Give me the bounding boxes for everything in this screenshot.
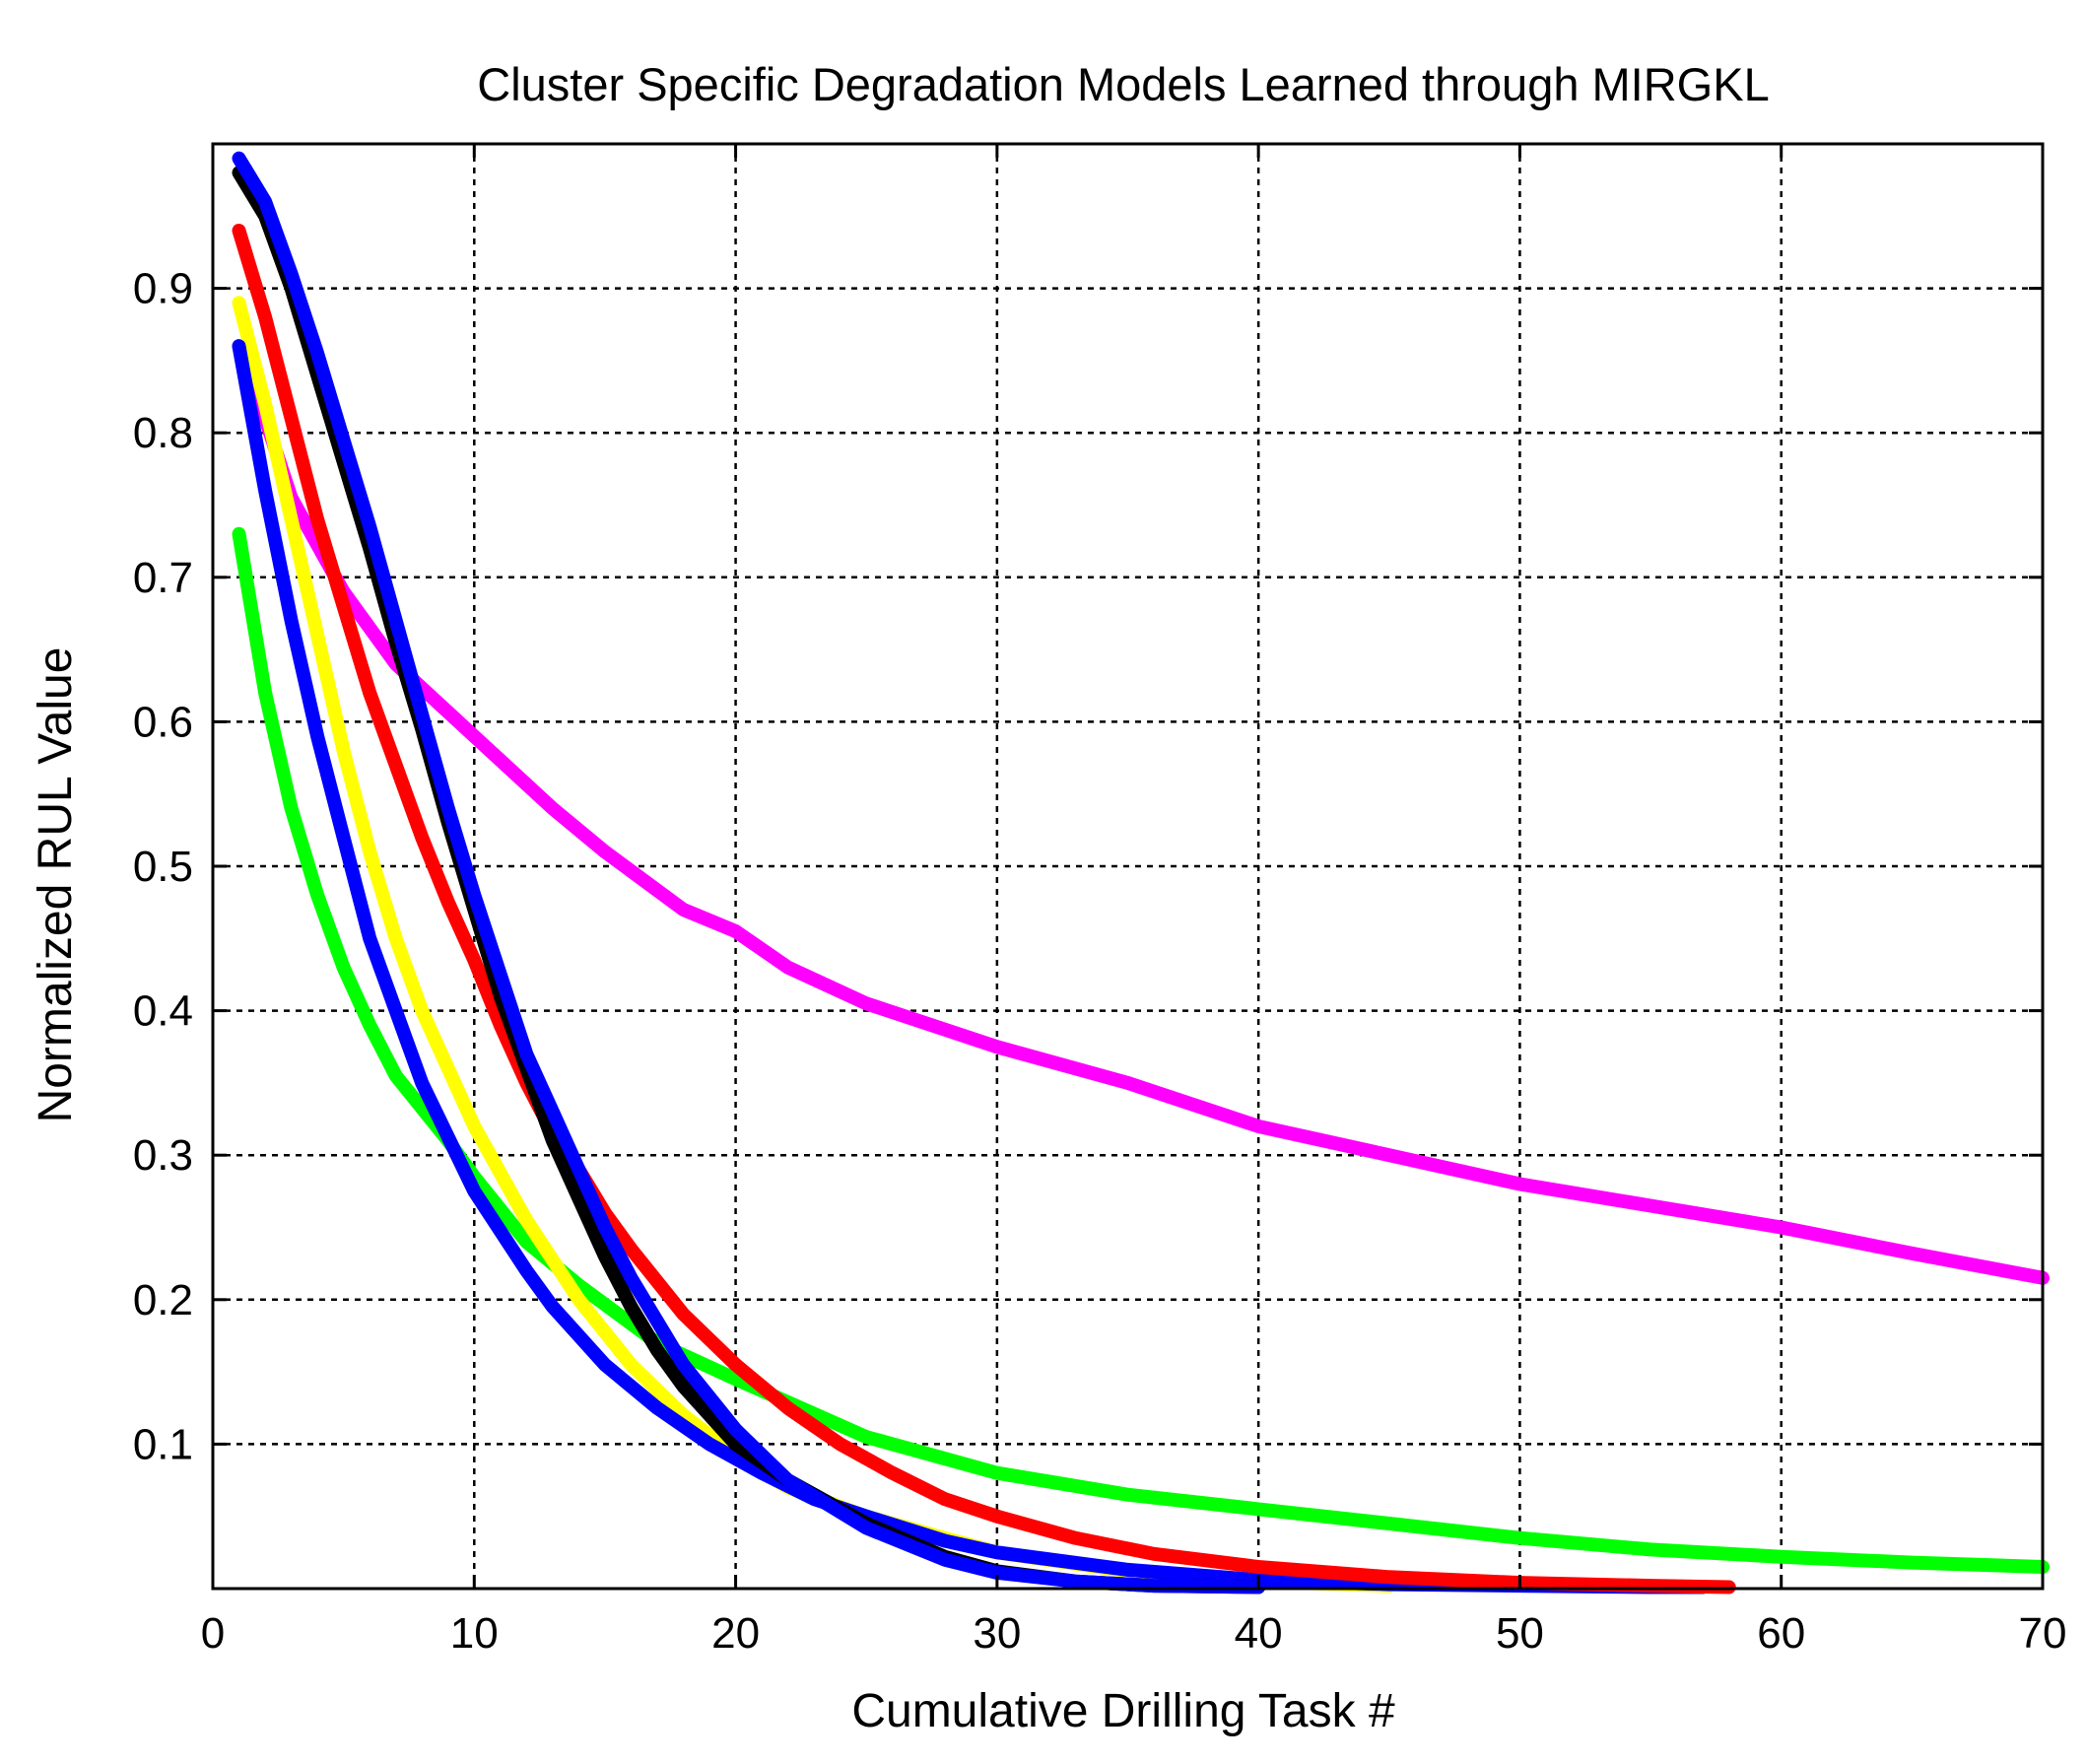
y-tick-label: 0.3 (133, 1131, 193, 1180)
series-line-blue-2 (232, 151, 1266, 1594)
x-tick-label: 30 (973, 1609, 1021, 1658)
y-tick-label: 0.1 (133, 1420, 193, 1468)
y-tick-label: 0.6 (133, 698, 193, 746)
x-axis-label: Cumulative Drilling Task # (851, 1685, 1395, 1737)
y-tick-label: 0.8 (133, 409, 193, 457)
x-tick-label: 0 (201, 1609, 225, 1658)
y-tick-label: 0.7 (133, 554, 193, 602)
series-line-red (232, 224, 1736, 1594)
ticks: 0 10 20 30 40 50 60 70 0.1 0.2 0.3 0.4 0.5 0.6 0.7 0.8 0… (133, 144, 2067, 1658)
y-tick-label: 0.9 (133, 265, 193, 313)
grid (213, 144, 2043, 1589)
y-axis-label: Normalized RUL Value (30, 647, 82, 1123)
x-tick-label: 10 (450, 1609, 499, 1658)
y-tick-label: 0.2 (133, 1276, 193, 1324)
x-tick-label: 70 (2019, 1609, 2067, 1658)
chart-title: Cluster Specific Degradation Models Lear… (477, 58, 1769, 110)
x-tick-label: 20 (711, 1609, 760, 1658)
y-tick-label: 0.5 (133, 843, 193, 891)
x-tick-label: 50 (1496, 1609, 1544, 1658)
x-tick-label: 60 (1757, 1609, 1805, 1658)
y-tick-label: 0.4 (133, 987, 193, 1036)
series-line-magenta (232, 339, 2050, 1285)
x-tick-label: 40 (1235, 1609, 1283, 1658)
